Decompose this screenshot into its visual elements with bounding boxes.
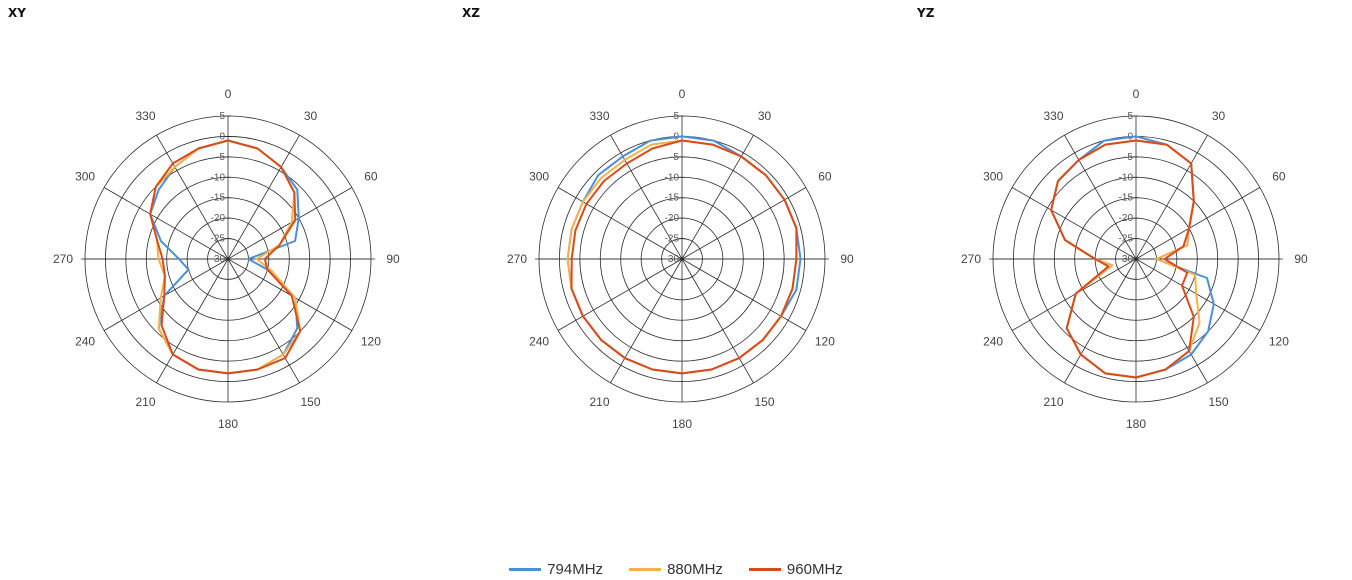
r-tick-label: 5 bbox=[1127, 111, 1133, 122]
angle-label: 330 bbox=[1043, 109, 1063, 123]
angle-label: 180 bbox=[672, 417, 692, 431]
r-tick-label: -15 bbox=[665, 193, 680, 204]
grid-spoke bbox=[681, 187, 807, 260]
angle-label: 180 bbox=[218, 417, 238, 431]
angle-label: 90 bbox=[386, 252, 400, 266]
angle-label: 150 bbox=[754, 395, 774, 409]
r-tick-label: -5 bbox=[670, 152, 679, 163]
legend-label-880: 880MHz bbox=[667, 561, 723, 578]
grid-spoke bbox=[1135, 187, 1261, 260]
r-tick-label: -5 bbox=[1124, 152, 1133, 163]
grid-spoke bbox=[156, 258, 229, 384]
angle-label: 90 bbox=[840, 252, 854, 266]
angle-label: 270 bbox=[961, 252, 981, 266]
r-tick-label: -30 bbox=[1119, 254, 1134, 265]
r-tick-label: -10 bbox=[665, 172, 680, 183]
legend-label-960: 960MHz bbox=[786, 561, 843, 578]
angle-label: 150 bbox=[1208, 395, 1228, 409]
angle-label: 120 bbox=[815, 335, 835, 349]
angle-label: 240 bbox=[529, 335, 549, 349]
grid-spoke bbox=[227, 134, 300, 260]
angle-label: 210 bbox=[589, 395, 609, 409]
angle-label: 270 bbox=[53, 252, 73, 266]
grid-spoke bbox=[227, 187, 353, 260]
grid-spoke bbox=[1064, 258, 1137, 384]
r-tick-label: -20 bbox=[665, 213, 680, 224]
grid-spoke bbox=[681, 258, 807, 331]
angle-label: 210 bbox=[1043, 395, 1063, 409]
r-tick-label: 0 bbox=[219, 131, 225, 142]
angle-label: 120 bbox=[1269, 335, 1289, 349]
legend-swatch-794 bbox=[509, 568, 542, 571]
legend: 794MHz 880MHz 960MHz bbox=[0, 561, 1352, 578]
angle-label: 60 bbox=[1272, 170, 1286, 184]
grid-spoke bbox=[1011, 187, 1137, 260]
r-tick-label: -30 bbox=[665, 254, 680, 265]
r-tick-label: -5 bbox=[216, 152, 225, 163]
chart-title-yz: YZ bbox=[917, 6, 935, 20]
angle-label: 120 bbox=[361, 335, 381, 349]
legend-label-794: 794MHz bbox=[547, 561, 604, 578]
chart-title-xz: XZ bbox=[462, 6, 480, 20]
r-tick-label: -15 bbox=[211, 193, 226, 204]
angle-label: 30 bbox=[1212, 109, 1226, 123]
angle-label: 300 bbox=[75, 170, 95, 184]
grid-spoke bbox=[227, 258, 300, 384]
grid-spoke bbox=[610, 258, 683, 384]
legend-item-880: 880MHz bbox=[629, 561, 723, 578]
angle-label: 240 bbox=[983, 335, 1003, 349]
r-tick-label: -20 bbox=[1119, 213, 1134, 224]
r-tick-label: -10 bbox=[1119, 172, 1134, 183]
angle-label: 240 bbox=[75, 335, 95, 349]
grid-spoke bbox=[557, 258, 683, 331]
angle-label: 150 bbox=[300, 395, 320, 409]
grid-spoke bbox=[681, 258, 754, 384]
series-line-960MHz bbox=[1050, 139, 1195, 379]
angle-label: 60 bbox=[818, 170, 832, 184]
angle-label: 60 bbox=[364, 170, 378, 184]
angle-label: 0 bbox=[1133, 87, 1140, 101]
grid-spoke bbox=[1135, 258, 1261, 331]
angle-label: 180 bbox=[1126, 417, 1146, 431]
angle-label: 90 bbox=[1294, 252, 1308, 266]
angle-label: 210 bbox=[135, 395, 155, 409]
chart-title-xy: XY bbox=[8, 6, 26, 20]
r-tick-label: -25 bbox=[211, 234, 226, 245]
grid-spoke bbox=[1135, 258, 1208, 384]
r-tick-label: -30 bbox=[211, 254, 226, 265]
angle-label: 270 bbox=[507, 252, 527, 266]
series-line-960MHz bbox=[149, 139, 302, 375]
grid-spoke bbox=[1135, 134, 1208, 260]
r-tick-label: -15 bbox=[1119, 193, 1134, 204]
legend-item-960: 960MHz bbox=[748, 561, 843, 578]
grid-spoke bbox=[103, 187, 229, 260]
grid-spoke bbox=[1064, 134, 1137, 260]
r-tick-label: 5 bbox=[219, 111, 225, 122]
r-tick-label: -25 bbox=[665, 234, 680, 245]
polar-chart-xz: 50-5-10-15-20-25-30030609012015018021024… bbox=[507, 87, 854, 431]
polar-chart-xy: 50-5-10-15-20-25-30030609012015018021024… bbox=[53, 87, 400, 431]
r-tick-label: -20 bbox=[211, 213, 226, 224]
angle-label: 0 bbox=[225, 87, 232, 101]
grid-spoke bbox=[681, 134, 754, 260]
angle-label: 330 bbox=[589, 109, 609, 123]
r-tick-label: -10 bbox=[211, 172, 226, 183]
legend-swatch-880 bbox=[629, 568, 662, 571]
grid-spoke bbox=[557, 187, 683, 260]
angle-label: 0 bbox=[679, 87, 686, 101]
angle-label: 30 bbox=[758, 109, 772, 123]
legend-item-794: 794MHz bbox=[509, 561, 603, 578]
angle-label: 300 bbox=[983, 170, 1003, 184]
polar-chart-yz: 50-5-10-15-20-25-30030609012015018021024… bbox=[961, 87, 1308, 431]
angle-label: 330 bbox=[135, 109, 155, 123]
r-tick-label: -25 bbox=[1119, 234, 1134, 245]
angle-label: 30 bbox=[304, 109, 318, 123]
legend-swatch-960 bbox=[748, 568, 781, 571]
r-tick-label: 5 bbox=[673, 111, 679, 122]
series-line-960MHz bbox=[570, 139, 798, 375]
grid-spoke bbox=[1011, 258, 1137, 331]
grid-spoke bbox=[156, 134, 229, 260]
angle-label: 300 bbox=[529, 170, 549, 184]
